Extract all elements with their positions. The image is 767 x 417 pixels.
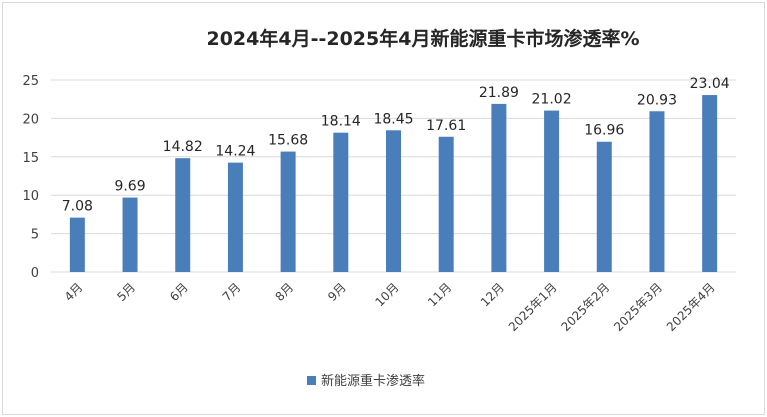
x-tick-label: 12月 xyxy=(478,280,507,309)
data-label: 23.04 xyxy=(690,76,730,92)
data-label: 15.68 xyxy=(268,133,308,149)
bar xyxy=(333,132,349,272)
bar xyxy=(491,103,507,272)
chart-title: 2024年4月--2025年4月新能源重卡市场渗透率% xyxy=(206,27,639,50)
x-tick-label: 9月 xyxy=(325,280,349,304)
bar-chart: 2024年4月--2025年4月新能源重卡市场渗透率% 0 5 10 15 20 25 7… xyxy=(22,27,736,389)
x-tick-label: 10月 xyxy=(372,280,401,309)
bar xyxy=(702,95,718,273)
y-axis-ticks: 0 5 10 15 20 25 xyxy=(22,74,39,281)
data-label: 21.89 xyxy=(479,85,519,101)
y-tick-label: 15 xyxy=(22,151,39,166)
bar xyxy=(386,130,401,272)
x-tick-label: 2025年4月 xyxy=(664,280,718,334)
data-labels: 7.08 9.69 14.82 14.24 15.68 18.14 18.45 17.61 21… xyxy=(62,76,730,215)
x-tick-label: 5月 xyxy=(114,280,138,304)
data-label: 14.82 xyxy=(163,139,203,155)
data-label: 21.02 xyxy=(532,92,572,108)
data-label: 14.24 xyxy=(215,144,255,160)
x-axis-ticks: 4月 5月 6月 7月 8月 9月 10月 11月 12月2025年1月2025年2月2025年… xyxy=(62,280,718,334)
x-tick-label: 7月 xyxy=(220,280,244,304)
y-tick-label: 10 xyxy=(22,189,39,204)
x-tick-label: 8月 xyxy=(272,280,296,304)
data-label: 18.45 xyxy=(373,111,413,127)
legend: 新能源重卡渗透率 xyxy=(307,373,425,389)
data-label: 20.93 xyxy=(637,92,677,108)
x-tick-label: 2025年3月 xyxy=(611,280,665,334)
x-tick-label: 2025年1月 xyxy=(506,280,560,334)
bar xyxy=(175,158,191,272)
bar xyxy=(596,141,612,272)
x-tick-label: 4月 xyxy=(62,280,86,304)
y-tick-label: 0 xyxy=(31,266,39,281)
bar xyxy=(544,110,560,272)
x-tick-label: 2025年2月 xyxy=(559,280,613,334)
x-tick-label: 11月 xyxy=(425,280,454,309)
data-label: 18.14 xyxy=(321,114,361,130)
y-tick-label: 5 xyxy=(31,228,39,243)
bar xyxy=(69,217,85,272)
bars xyxy=(69,95,718,273)
bar xyxy=(122,197,138,272)
bar xyxy=(227,162,243,272)
data-label: 16.96 xyxy=(584,123,624,139)
bar xyxy=(280,151,296,272)
y-tick-label: 20 xyxy=(22,112,39,127)
x-tick-label: 6月 xyxy=(167,280,191,304)
data-label: 9.69 xyxy=(114,179,145,195)
y-tick-label: 25 xyxy=(22,74,39,89)
data-label: 17.61 xyxy=(426,118,466,134)
data-label: 7.08 xyxy=(62,199,93,215)
legend-label: 新能源重卡渗透率 xyxy=(321,373,425,389)
legend-swatch xyxy=(307,376,316,385)
bar xyxy=(649,111,665,272)
bar xyxy=(438,136,454,272)
